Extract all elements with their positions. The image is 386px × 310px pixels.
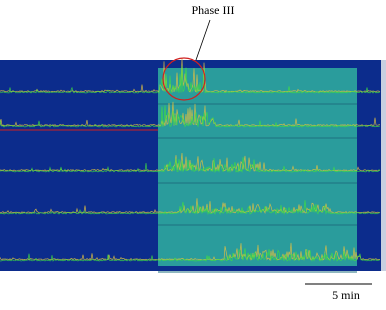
trace — [0, 242, 381, 261]
panel-edge — [381, 60, 386, 271]
trace — [0, 105, 381, 128]
annotation: Phase III — [192, 3, 235, 17]
trace — [0, 65, 381, 94]
scale-label: 5 min — [332, 288, 360, 302]
trace — [0, 157, 381, 174]
traces — [0, 57, 381, 273]
trace — [0, 248, 381, 262]
trace — [0, 200, 381, 216]
pointer-line — [195, 19, 211, 61]
highlight-circle — [162, 57, 206, 101]
